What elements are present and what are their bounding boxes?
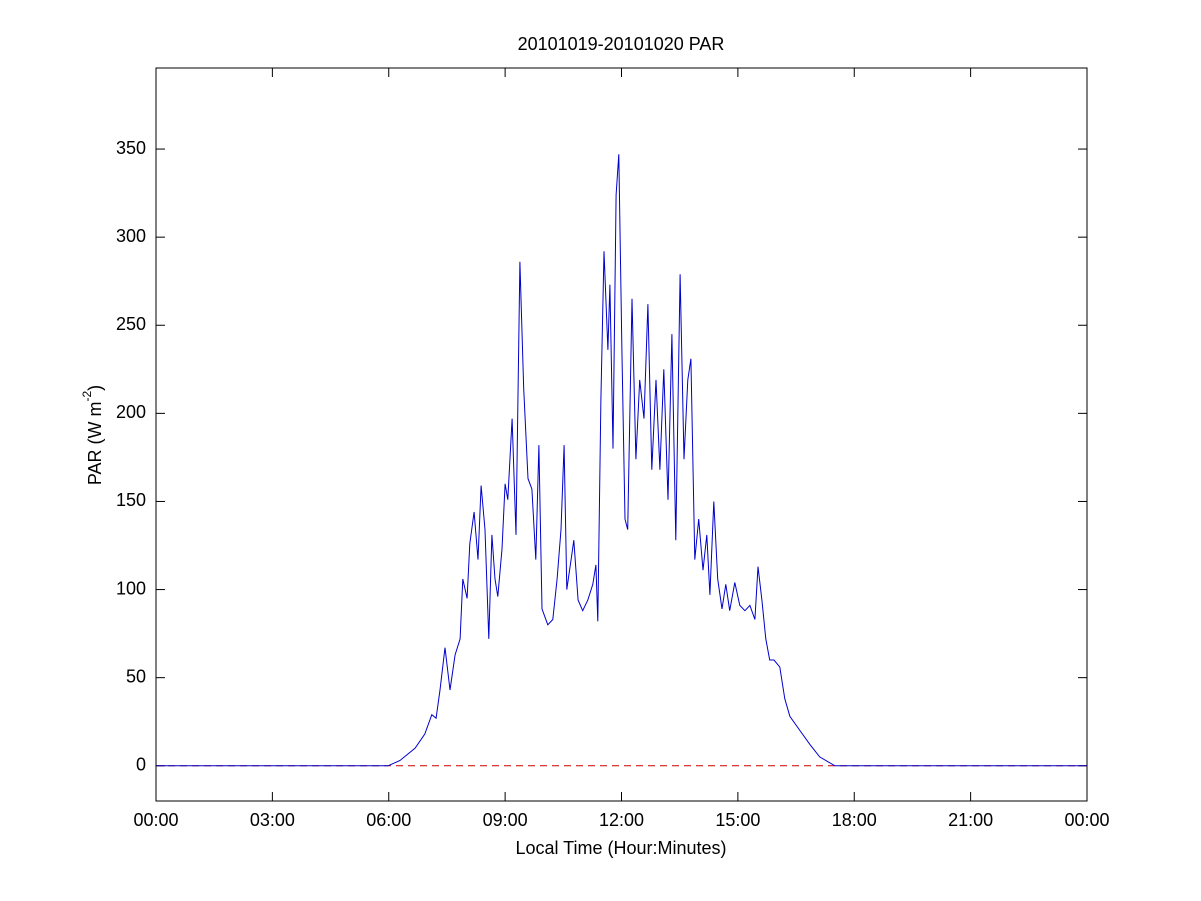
y-tick-label: 0 [136, 755, 146, 775]
x-tick-label: 00:00 [1064, 810, 1109, 830]
y-tick-label: 200 [116, 402, 146, 422]
y-label-end: ) [85, 385, 105, 391]
x-tick-label: 03:00 [250, 810, 295, 830]
x-tick-label: 06:00 [366, 810, 411, 830]
data-line [156, 154, 1087, 767]
plot-frame [155, 67, 1088, 802]
y-tick-label: 300 [116, 226, 146, 246]
y-axis-label: PAR (W m-2) [80, 385, 105, 485]
y-tick-label: 50 [126, 666, 146, 686]
y-tick-label: 250 [116, 314, 146, 334]
x-tick-label: 18:00 [832, 810, 877, 830]
x-tick-label: 21:00 [948, 810, 993, 830]
y-tick-label: 150 [116, 490, 146, 510]
x-tick-label: 15:00 [715, 810, 760, 830]
x-axis-label: Local Time (Hour:Minutes) [515, 838, 726, 858]
x-tick-label: 09:00 [483, 810, 528, 830]
y-label-text: PAR (W m [85, 402, 105, 486]
chart-title: 20101019-20101020 PAR [518, 34, 725, 54]
x-tick-label: 00:00 [133, 810, 178, 830]
y-tick-label: 100 [116, 578, 146, 598]
y-tick-label: 350 [116, 138, 146, 158]
x-tick-label: 12:00 [599, 810, 644, 830]
y-label-sup: -2 [80, 391, 94, 402]
